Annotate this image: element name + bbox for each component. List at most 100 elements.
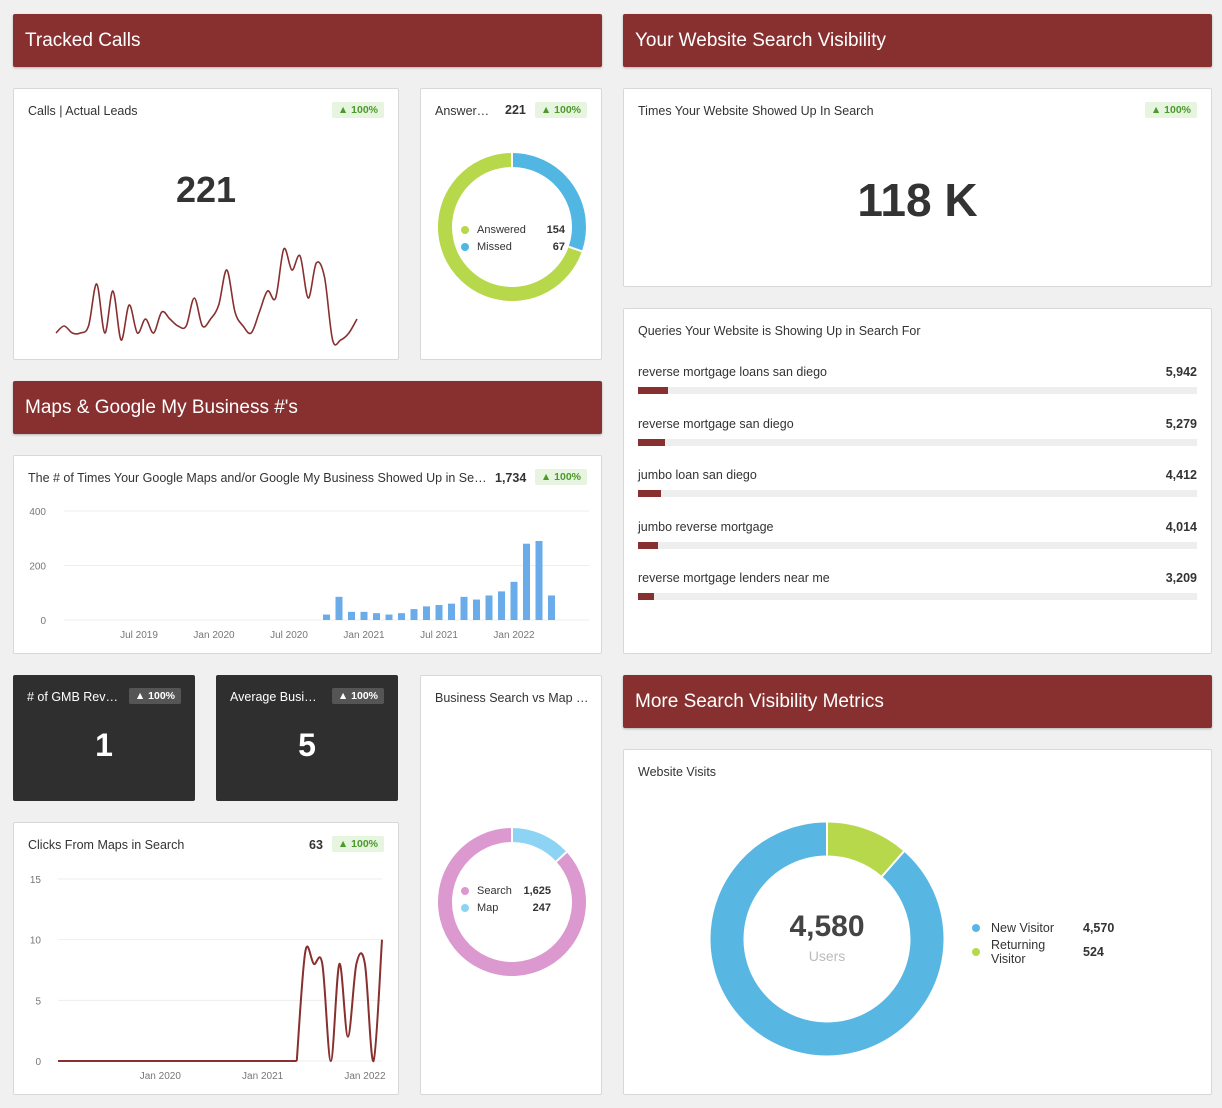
maps-bar [335,596,343,620]
y-tick-label: 10 [30,936,42,947]
maps-bar [498,591,505,620]
visits-value: 4,580 [789,910,865,943]
visits-donut-chart [710,822,944,1056]
legend-row-returning-visitor: Returning Visitor 524 [972,938,1114,966]
gmb-reviews-badge: ▲ 100% [128,688,181,704]
legend-row-new-visitor: New Visitor 4,570 [972,916,1114,940]
header-title: Tracked Calls [25,29,141,51]
maps-bar [348,611,355,620]
answered-total: 221 [505,103,526,117]
legend-value: 154 [546,223,565,236]
legend-label: Missed [477,240,512,253]
query-bar-track [638,439,1197,446]
legend-label: Returning Visitor [991,938,1046,966]
maps-bar [473,599,480,620]
maps-bar [435,605,443,620]
query-label: jumbo loan san diego [638,468,757,482]
query-value: 5,279 [1165,417,1197,431]
badge-value: 100% [148,690,175,702]
clicks-line [295,939,383,1063]
biz-vs-map-slice-1 [438,828,586,976]
badge-value: 100% [351,838,378,850]
maps-card: The # of Times Your Google Maps and/or G… [13,455,602,654]
calls-card: Calls | Actual Leads ▲ 100% 221 [13,88,399,360]
maps-bar [360,611,368,620]
maps-bar [373,613,380,620]
query-bar-fill [638,542,658,549]
y-tick-label: 200 [29,562,46,573]
queries-card: Queries Your Website is Showing Up in Se… [623,308,1212,654]
badge-value: 100% [554,471,581,483]
avg-business-badge: ▲ 100% [331,688,384,704]
query-row: jumbo reverse mortgage 4,014 [638,520,1197,560]
maps-bar [510,581,518,620]
clicks-change-badge: ▲ 100% [331,836,384,852]
biz-vs-map-title: Business Search vs Map … [435,691,589,705]
legend-value: 247 [532,901,551,914]
calls-change-badge: ▲ 100% [331,102,384,118]
answered-donut-chart [438,153,586,301]
answered-slice-1 [438,153,582,301]
query-bar-track [638,490,1197,497]
query-bar-track [638,542,1197,549]
biz-vs-map-separator [555,851,568,863]
maps-bar [523,543,530,620]
query-bar-fill [638,439,665,446]
calls-value: 221 [175,169,237,210]
map-dot [461,903,469,912]
answered-separator [568,245,583,253]
maps-bar [448,603,455,620]
queries-card-title: Queries Your Website is Showing Up in Se… [638,324,921,338]
x-tick-label: Jan 2021 [343,630,385,641]
calls-sparkline [55,247,358,346]
legend-label: Map [477,901,499,914]
header-title: Maps & Google My Business #'s [25,396,298,418]
query-row: reverse mortgage lenders near me 3,209 [638,571,1197,611]
query-row: reverse mortgage san diego 5,279 [638,417,1197,457]
legend-label: Answered [477,223,526,236]
badge-value: 100% [351,104,378,116]
showed-card-title: Times Your Website Showed Up In Search [638,104,874,118]
query-value: 3,209 [1165,571,1197,585]
maps-bar [398,613,405,620]
visits-unit: Users [808,948,846,964]
gmb-reviews-card: # of GMB Rev… ▲ 100% 1 [13,675,195,801]
legend-value: 4,570 [1083,921,1115,935]
query-value: 5,942 [1165,365,1197,379]
badge-value: 100% [351,690,378,702]
y-tick-label: 5 [35,996,41,1007]
query-row: jumbo loan san diego 4,412 [638,468,1197,508]
query-bar-fill [638,593,654,600]
x-tick-label: Jan 2022 [493,630,535,641]
query-value: 4,014 [1165,520,1197,534]
query-label: reverse mortgage san diego [638,417,794,431]
query-value: 4,412 [1165,468,1197,482]
answered-change-badge: ▲ 100% [534,102,587,118]
missed-dot [461,242,469,251]
calls-line [55,247,358,346]
avg-business-value: 5 [298,727,316,763]
y-tick-label: 0 [40,616,46,627]
x-tick-label: Jan 2020 [140,1071,182,1082]
maps-total: 1,734 [495,471,527,485]
x-tick-label: Jul 2021 [420,630,458,641]
legend-label: New Visitor [991,921,1054,935]
legend-value: 67 [552,240,565,253]
y-tick-label: 400 [29,507,46,518]
legend-row-map: Map 247 [461,899,551,916]
header-more-metrics: More Search Visibility Metrics [623,675,1212,728]
gmb-reviews-value: 1 [95,727,113,763]
clicks-total: 63 [309,838,323,852]
maps-card-title: The # of Times Your Google Maps and/or G… [28,471,487,485]
badge-value: 100% [1164,104,1191,116]
maps-bar [485,595,493,620]
visits-legend: New Visitor 4,570 Returning Visitor 524 [972,916,1114,966]
y-tick-label: 0 [35,1057,41,1068]
legend-label: Search [477,884,512,897]
showed-value: 118 K [857,174,978,226]
answered-dot [461,225,469,234]
avg-business-card: Average Busi… ▲ 100% 5 [216,675,398,801]
query-bar-track [638,593,1197,600]
maps-bar [535,540,543,620]
maps-bar-chart: 0 200 400 Jul 2019 Jan 2020 Jul 2020 Jan 2021 J… [29,507,589,641]
